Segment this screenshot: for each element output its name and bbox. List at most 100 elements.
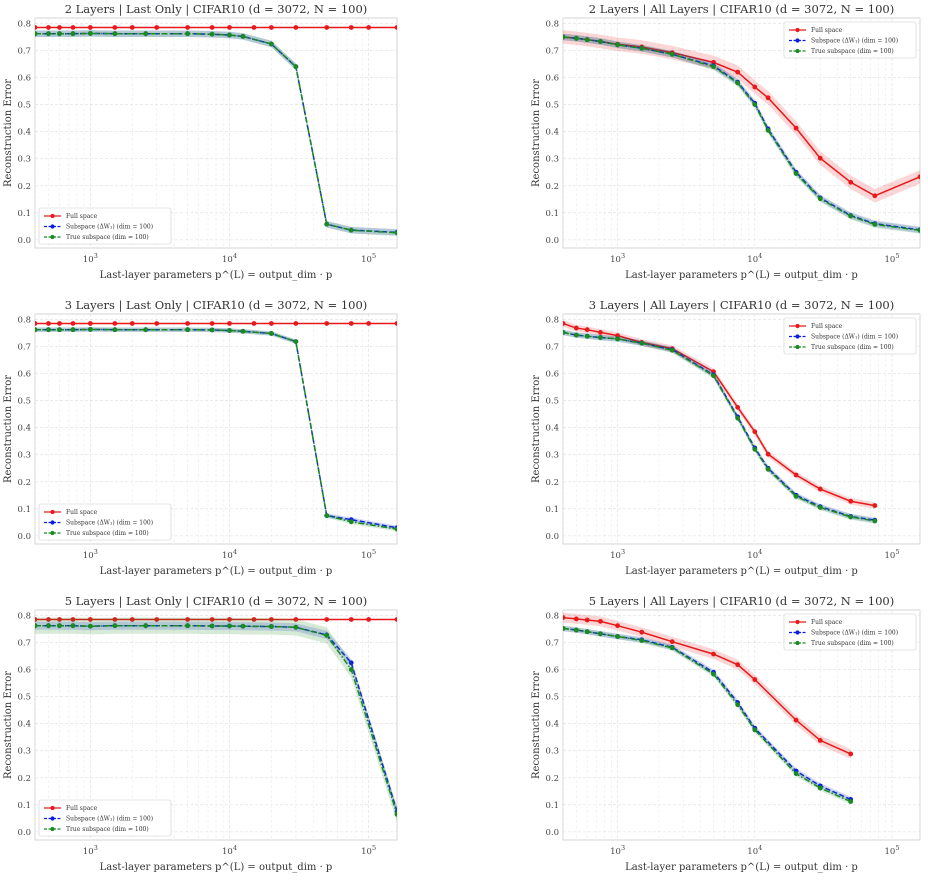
data-point (227, 321, 232, 326)
legend-entry-1: Full space (811, 619, 843, 626)
data-point (793, 717, 799, 723)
grid (35, 610, 397, 840)
data-point (185, 321, 191, 326)
y-tick-label: 0.8 (545, 315, 559, 325)
data-point (584, 617, 590, 623)
data-point (669, 645, 675, 651)
data-point (348, 667, 354, 672)
x-tick-label: 105 (885, 548, 900, 561)
legend-entry-2: Subspace (ΔW₁) (dim = 100) (66, 224, 153, 231)
legend-entry-3: True subspace (dim = 100) (811, 48, 894, 55)
series-group (35, 617, 397, 823)
chart-panel-1: 0.0 0.1 0.2 0.3 0.4 0.5 0.6 0.7 0.8 103 104 105 2 La… (3, 2, 398, 281)
y-axis-label: Reconstruction Error (3, 375, 14, 483)
data-point (57, 327, 62, 333)
data-point (46, 617, 51, 622)
series-line-3 (563, 331, 875, 522)
legend-marker-1 (795, 619, 800, 625)
x-axis-label: Last-layer parameters p^(L) = output_dim… (100, 566, 333, 577)
data-point (793, 771, 799, 777)
y-tick-label: 0.1 (545, 505, 559, 515)
data-point (615, 623, 620, 629)
data-point (584, 37, 590, 43)
data-point (70, 617, 76, 622)
legend-marker-3 (50, 530, 55, 536)
y-tick-label: 0.1 (17, 209, 31, 219)
legend-marker-2 (50, 224, 55, 229)
data-point (251, 25, 257, 30)
data-point (848, 751, 854, 757)
x-tick-label: 105 (361, 252, 376, 265)
data-point (112, 327, 118, 333)
y-tick-label: 0.7 (17, 46, 31, 56)
legend: Full space Subspace (ΔW₁) (dim = 100) True… (783, 613, 917, 651)
data-point (70, 327, 76, 333)
data-point (129, 321, 135, 326)
data-point (872, 193, 878, 199)
data-point (112, 617, 118, 622)
y-tick-label: 0.2 (545, 774, 559, 784)
data-point (394, 230, 397, 236)
legend-entry-2: Subspace (ΔW₁) (dim = 100) (811, 38, 898, 45)
data-point (817, 505, 823, 510)
x-axis-label: Last-layer parameters p^(L) = output_dim… (625, 862, 858, 873)
data-point (348, 25, 354, 30)
data-point (251, 617, 257, 622)
grid (35, 314, 397, 544)
chart-title: 2 Layers | All Layers | CIFAR10 (d = 307… (589, 2, 894, 17)
y-tick-label: 0.8 (17, 611, 31, 621)
data-point (87, 623, 93, 629)
y-axis-label: Reconstruction Error (531, 375, 542, 483)
data-point (584, 629, 590, 635)
data-point (70, 321, 76, 326)
x-axis-label: Last-layer parameters p^(L) = output_dim… (625, 270, 858, 281)
series-band-1 (563, 30, 920, 203)
data-point (573, 616, 579, 622)
data-point (348, 321, 354, 326)
legend-marker-2 (795, 334, 800, 339)
data-point (765, 95, 771, 101)
data-point (112, 25, 118, 30)
data-point (35, 617, 38, 622)
data-point (573, 627, 579, 633)
y-tick-label: 0.3 (545, 747, 559, 757)
y-tick-label: 0.4 (17, 424, 31, 434)
legend-marker-2 (795, 38, 800, 43)
data-point (143, 31, 149, 37)
chart-title: 3 Layers | Last Only | CIFAR10 (d = 3072… (65, 298, 368, 313)
data-point (735, 662, 741, 668)
data-point (394, 811, 397, 817)
data-point (324, 25, 330, 30)
y-tick-label: 0.2 (545, 478, 559, 488)
series-line-3 (35, 328, 397, 530)
y-tick-label: 0.7 (545, 342, 559, 352)
chart-title: 5 Layers | All Layers | CIFAR10 (d = 307… (589, 594, 894, 609)
data-point (46, 31, 51, 37)
data-point (324, 633, 330, 638)
data-point (227, 617, 232, 622)
legend-box (38, 799, 172, 837)
data-point (817, 785, 823, 791)
legend: Full space Subspace (ΔW₁) (dim = 100) True… (38, 799, 172, 837)
y-tick-label: 0.4 (17, 720, 31, 730)
legend: Full space Subspace (ΔW₁) (dim = 100) True… (783, 21, 917, 59)
legend-marker-3 (50, 234, 55, 240)
data-point (185, 31, 191, 37)
y-tick-label: 0.8 (17, 19, 31, 29)
legend-marker-2 (795, 630, 800, 635)
y-tick-label: 0.7 (17, 638, 31, 648)
data-point (240, 623, 246, 629)
legend-entry-3: True subspace (dim = 100) (811, 344, 894, 351)
data-point (872, 222, 878, 227)
data-point (154, 321, 160, 326)
data-point (209, 31, 215, 37)
legend-entry-2: Subspace (ΔW₁) (dim = 100) (811, 334, 898, 341)
data-point (209, 321, 215, 326)
data-point (793, 472, 799, 478)
data-point (324, 221, 330, 227)
y-tick-label: 0.5 (17, 693, 31, 703)
data-point (35, 25, 38, 30)
data-point (87, 25, 93, 30)
data-point (268, 321, 274, 326)
